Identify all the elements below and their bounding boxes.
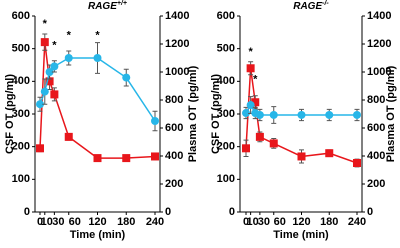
y-tick-label: 500 bbox=[12, 43, 30, 55]
marker bbox=[45, 68, 54, 76]
y2-tick-label: 0 bbox=[165, 206, 171, 218]
y2-tick-label: 600 bbox=[367, 122, 385, 134]
marker bbox=[40, 87, 49, 96]
marker bbox=[255, 132, 264, 141]
annotation: * bbox=[52, 39, 57, 51]
marker bbox=[269, 139, 278, 148]
x-tick-label: 120 bbox=[292, 216, 310, 228]
marker bbox=[246, 64, 255, 73]
y2-tick-label: 1000 bbox=[367, 66, 391, 78]
y2-tick-label: 1400 bbox=[165, 10, 189, 22]
marker bbox=[353, 159, 361, 167]
marker bbox=[93, 54, 102, 62]
marker bbox=[122, 73, 131, 82]
y-tick-label: 400 bbox=[12, 75, 30, 87]
y-tick-label: 300 bbox=[217, 108, 235, 120]
marker bbox=[325, 110, 334, 119]
marker bbox=[64, 54, 73, 62]
marker bbox=[246, 101, 255, 110]
series-line bbox=[39, 42, 156, 159]
series-line bbox=[245, 68, 358, 164]
annotation: * bbox=[43, 18, 48, 30]
marker bbox=[93, 154, 102, 163]
x-axis-label: Time (min) bbox=[273, 229, 329, 241]
marker bbox=[40, 38, 49, 47]
y-tick-label: 600 bbox=[12, 10, 30, 22]
marker bbox=[251, 98, 260, 107]
annotation: * bbox=[253, 74, 258, 86]
y-axis-label: CSF OT (pg/ml) bbox=[210, 74, 222, 154]
chart-title: RAGE-/- bbox=[293, 0, 329, 12]
y2-tick-label: 200 bbox=[165, 178, 183, 190]
y-tick-label: 500 bbox=[217, 43, 235, 55]
marker bbox=[151, 117, 159, 125]
y2-tick-label: 400 bbox=[367, 150, 385, 162]
x-tick-label: 120 bbox=[88, 216, 106, 228]
y2-tick-label: 600 bbox=[165, 122, 183, 134]
marker bbox=[64, 132, 73, 141]
marker bbox=[255, 110, 264, 119]
y2-tick-label: 200 bbox=[367, 178, 385, 190]
marker bbox=[36, 100, 44, 109]
y2-tick-label: 1200 bbox=[367, 38, 391, 50]
y-tick-label: 400 bbox=[217, 75, 235, 87]
marker bbox=[50, 62, 59, 71]
x-tick-label: 240 bbox=[146, 216, 164, 228]
marker bbox=[242, 144, 250, 153]
y2-axis-label: Plasma OT (pg/ml) bbox=[385, 65, 397, 162]
y2-axis-label: Plasma OT (pg/ml) bbox=[187, 65, 199, 162]
title-superscript: -/- bbox=[322, 0, 329, 7]
y2-tick-label: 400 bbox=[165, 150, 183, 162]
x-tick-label: 60 bbox=[274, 216, 286, 228]
y-tick-label: 300 bbox=[12, 108, 30, 120]
marker bbox=[50, 90, 59, 99]
x-tick-label: 180 bbox=[117, 216, 135, 228]
y-tick-label: 0 bbox=[24, 206, 30, 218]
marker bbox=[269, 110, 278, 119]
annotation: * bbox=[95, 30, 100, 42]
figure: 0100200300400500600020040060080010001200… bbox=[4, 0, 397, 241]
y2-tick-label: 1400 bbox=[367, 10, 391, 22]
title-superscript: +/+ bbox=[117, 0, 127, 7]
marker bbox=[151, 152, 159, 161]
y2-tick-label: 800 bbox=[165, 94, 183, 106]
y-tick-label: 100 bbox=[217, 173, 235, 185]
y2-tick-label: 800 bbox=[367, 94, 385, 106]
marker bbox=[45, 77, 54, 86]
y-tick-label: 200 bbox=[217, 141, 235, 153]
chart-title: RAGE+/+ bbox=[88, 0, 127, 12]
x-tick-label: 0 bbox=[243, 216, 249, 228]
y2-tick-label: 1000 bbox=[165, 66, 189, 78]
x-tick-label: 60 bbox=[69, 216, 81, 228]
x-tick-label: 0 bbox=[37, 216, 43, 228]
y-tick-label: 600 bbox=[217, 10, 235, 22]
y-tick-label: 100 bbox=[12, 173, 30, 185]
title-text: RAGE bbox=[88, 1, 117, 12]
marker bbox=[325, 149, 334, 158]
y2-tick-label: 0 bbox=[367, 206, 373, 218]
marker bbox=[297, 110, 306, 119]
marker bbox=[122, 154, 131, 163]
x-tick-label: 240 bbox=[348, 216, 366, 228]
y-axis-label: CSF OT (pg/ml) bbox=[4, 74, 16, 154]
y-tick-label: 0 bbox=[229, 206, 235, 218]
x-tick-label: 10 bbox=[41, 216, 53, 228]
title-text: RAGE bbox=[293, 1, 322, 12]
marker bbox=[36, 144, 44, 153]
x-tick-label: 10 bbox=[247, 216, 259, 228]
x-tick-label: 30 bbox=[52, 216, 64, 228]
y2-tick-label: 1200 bbox=[165, 38, 189, 50]
y-tick-label: 200 bbox=[12, 141, 30, 153]
marker bbox=[297, 152, 306, 161]
x-tick-label: 180 bbox=[320, 216, 338, 228]
x-axis-label: Time (min) bbox=[70, 229, 126, 241]
annotation: * bbox=[67, 30, 72, 42]
annotation: * bbox=[248, 46, 253, 58]
marker bbox=[353, 110, 361, 119]
x-tick-label: 30 bbox=[258, 216, 270, 228]
marker bbox=[242, 109, 250, 118]
